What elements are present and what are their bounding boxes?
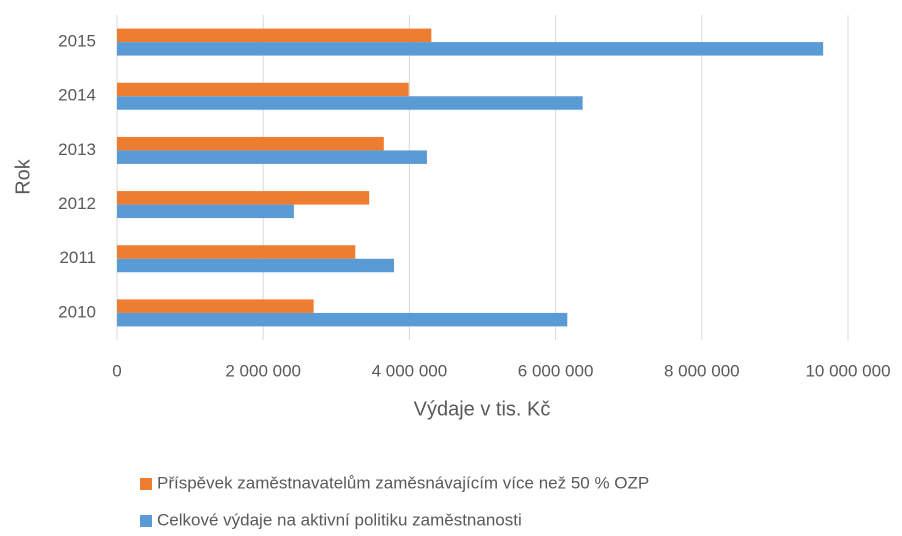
- y-tick-label: 2010: [58, 302, 96, 321]
- bar: [117, 204, 294, 219]
- y-tick-label: 2013: [58, 140, 96, 159]
- legend-label: Příspěvek zaměstnavatelům zaměsnávajícím…: [157, 473, 649, 492]
- legend-swatch: [140, 515, 152, 527]
- bar: [117, 299, 314, 313]
- y-tick-label: 2015: [58, 32, 96, 51]
- bar: [117, 245, 356, 259]
- bar: [117, 312, 568, 327]
- bar: [117, 258, 395, 273]
- x-tick-label: 4 000 000: [372, 361, 448, 380]
- bar: [117, 42, 824, 56]
- x-tick-label: 2 000 000: [225, 361, 301, 380]
- legend-swatch: [140, 478, 152, 490]
- bar: [117, 96, 583, 110]
- y-axis-title: Rok: [12, 158, 34, 195]
- bar: [117, 136, 384, 151]
- x-tick-label: 10 000 000: [805, 361, 890, 380]
- x-tick-label: 0: [112, 361, 121, 380]
- y-tick-label: 2011: [59, 248, 96, 267]
- bar: [117, 82, 409, 97]
- x-axis-title: Výdaje v tis. Kč: [414, 398, 551, 420]
- bar: [117, 28, 432, 43]
- x-tick-label: 8 000 000: [664, 361, 740, 380]
- bar: [117, 191, 370, 205]
- y-tick-label: 2014: [58, 86, 96, 105]
- x-tick-label: 6 000 000: [518, 361, 594, 380]
- y-tick-label: 2012: [58, 194, 96, 213]
- bar: [117, 150, 427, 164]
- legend-label: Celkové výdaje na aktivní politiku zaměs…: [157, 510, 522, 529]
